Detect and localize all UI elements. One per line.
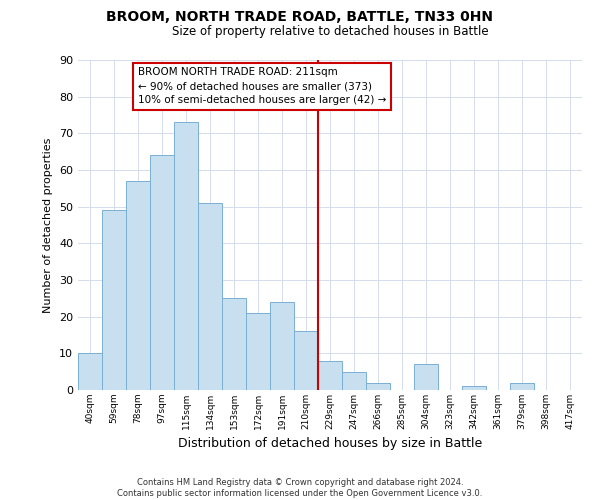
Bar: [342, 372, 366, 390]
Bar: [150, 156, 174, 390]
Text: BROOM, NORTH TRADE ROAD, BATTLE, TN33 0HN: BROOM, NORTH TRADE ROAD, BATTLE, TN33 0H…: [107, 10, 493, 24]
Bar: [510, 382, 534, 390]
Bar: [366, 382, 390, 390]
Text: Contains HM Land Registry data © Crown copyright and database right 2024.
Contai: Contains HM Land Registry data © Crown c…: [118, 478, 482, 498]
Title: Size of property relative to detached houses in Battle: Size of property relative to detached ho…: [172, 25, 488, 38]
Bar: [102, 210, 126, 390]
Bar: [294, 332, 318, 390]
X-axis label: Distribution of detached houses by size in Battle: Distribution of detached houses by size …: [178, 438, 482, 450]
Bar: [462, 386, 486, 390]
Bar: [246, 313, 270, 390]
Bar: [78, 354, 102, 390]
Y-axis label: Number of detached properties: Number of detached properties: [43, 138, 53, 312]
Bar: [270, 302, 294, 390]
Bar: [414, 364, 438, 390]
Text: BROOM NORTH TRADE ROAD: 211sqm
← 90% of detached houses are smaller (373)
10% of: BROOM NORTH TRADE ROAD: 211sqm ← 90% of …: [138, 68, 386, 106]
Bar: [198, 203, 222, 390]
Bar: [318, 360, 342, 390]
Bar: [174, 122, 198, 390]
Bar: [222, 298, 246, 390]
Bar: [126, 181, 150, 390]
